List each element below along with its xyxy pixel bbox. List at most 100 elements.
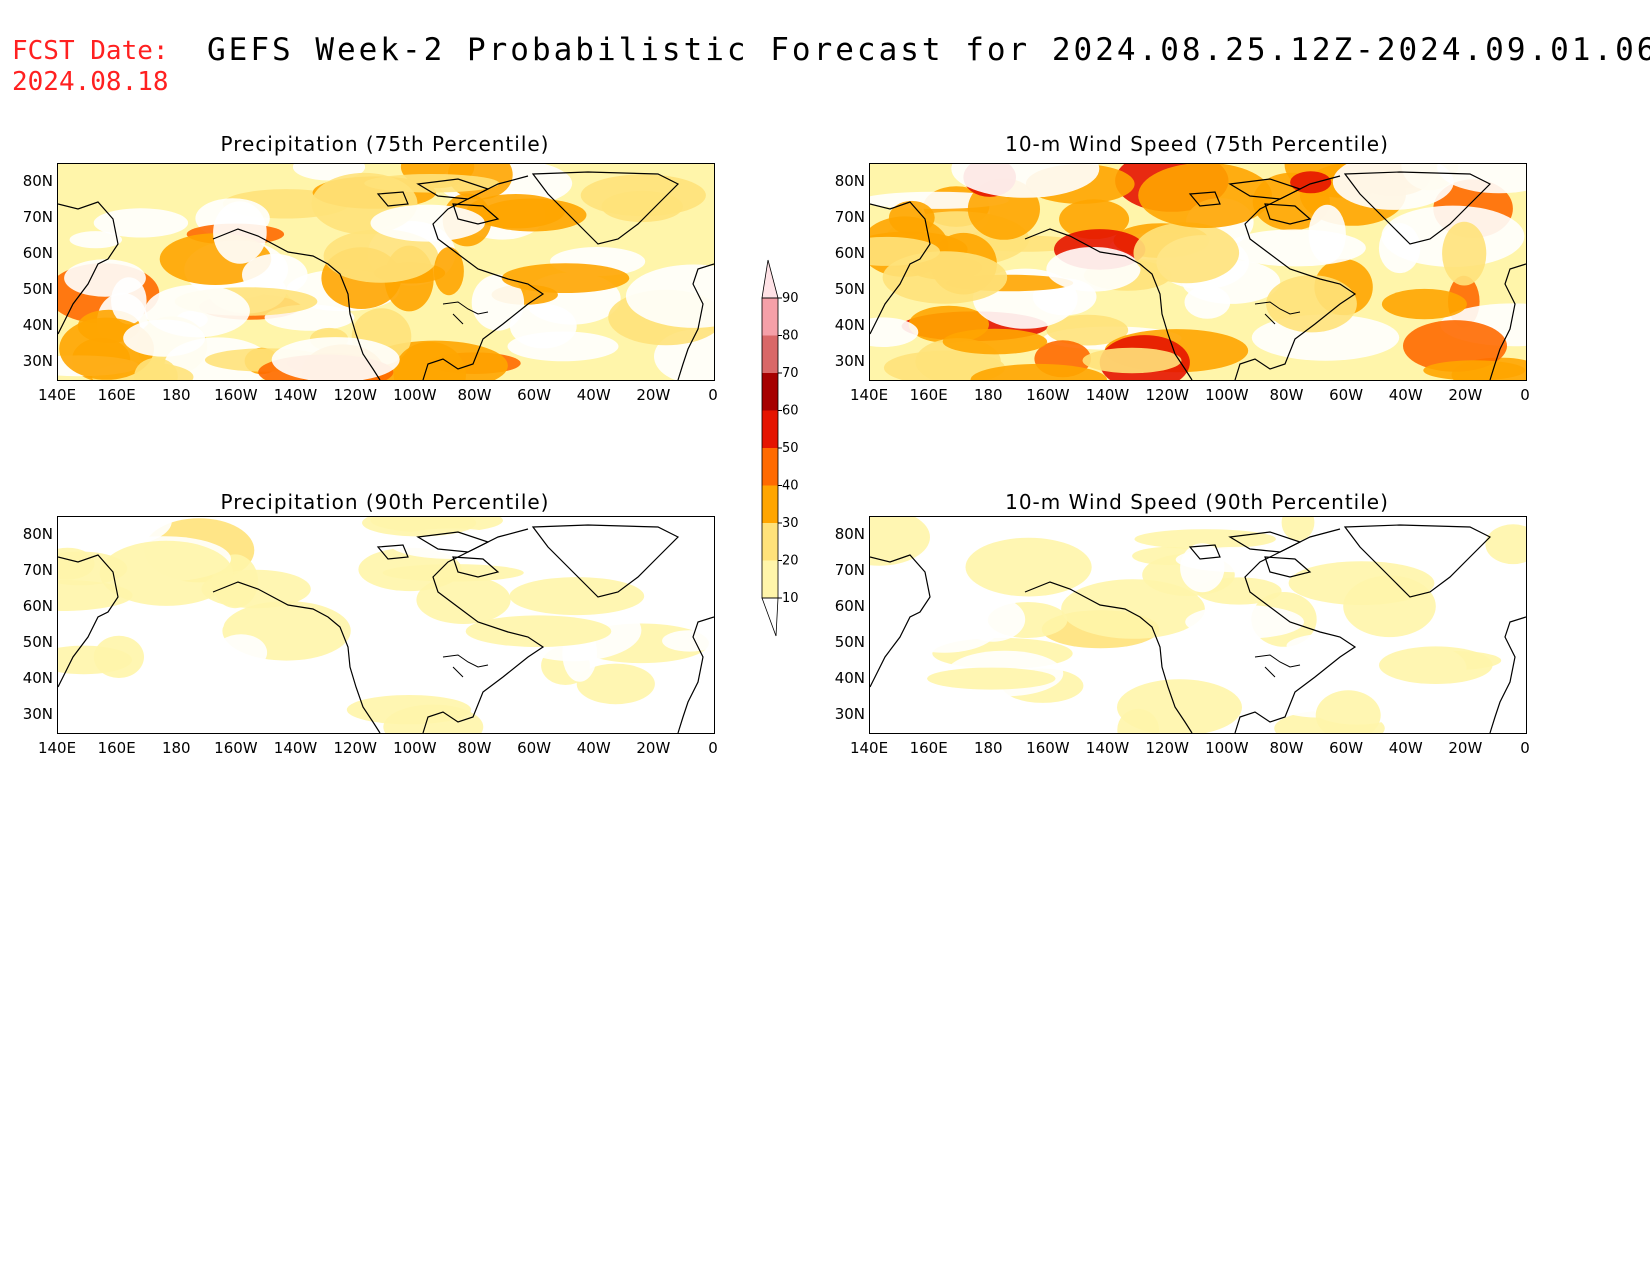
page-title: GEFS Week-2 Probabilistic Forecast for 2…: [207, 32, 1650, 68]
probability-region: [1061, 579, 1205, 639]
lon-label: 160W: [214, 386, 258, 404]
coastline: [416, 531, 490, 553]
colorbar-label: 20: [782, 554, 799, 569]
colorbar: 10 20 30 40 50 60 70 80 90: [760, 258, 820, 638]
panel-title-wind-75: 10-m Wind Speed (75th Percentile): [1005, 132, 1389, 156]
lon-label: 60W: [517, 739, 552, 757]
coastline: [1234, 528, 1357, 733]
forecast-date-label: FCST Date:: [12, 36, 169, 66]
map-precip-75: [57, 163, 715, 381]
probability-region: [870, 236, 940, 266]
probability-region: [465, 615, 612, 647]
coastline: [422, 175, 545, 380]
probability-region: [213, 201, 267, 264]
lon-label: 140E: [37, 739, 77, 757]
probability-region: [1403, 320, 1507, 372]
probability-region: [364, 174, 500, 193]
lat-label: 30N: [22, 705, 53, 723]
great-lakes: [1254, 654, 1301, 678]
lat-label: 40N: [834, 316, 865, 334]
lat-label: 80N: [834, 525, 865, 543]
probability-region: [1482, 580, 1526, 620]
probability-region: [1379, 646, 1493, 684]
coastline: [1264, 203, 1312, 225]
probability-region: [433, 247, 464, 296]
great-lakes: [442, 654, 489, 678]
coastline: [452, 203, 500, 225]
lon-label: 0: [708, 386, 718, 404]
lat-label: 50N: [834, 633, 865, 651]
lon-label: 160W: [1026, 386, 1070, 404]
probability-region: [1059, 199, 1130, 240]
probability-region: [927, 667, 1056, 690]
probability-region: [471, 274, 525, 331]
lat-label: 30N: [834, 705, 865, 723]
probability-region: [965, 537, 1092, 597]
colorbar-label: 90: [782, 291, 799, 306]
colorbar-bin: [762, 485, 778, 523]
probability-region: [601, 190, 683, 223]
probability-region: [1046, 314, 1129, 346]
lon-label: 120W: [333, 386, 377, 404]
coastline: [452, 556, 500, 578]
probability-region: [323, 229, 439, 283]
probability-region: [1224, 229, 1366, 267]
lon-label: 180: [161, 739, 191, 757]
probability-region: [362, 517, 477, 537]
coastline: [1228, 531, 1302, 553]
probability-region: [1184, 285, 1231, 319]
lon-label: 180: [973, 386, 1003, 404]
probability-region: [1117, 679, 1242, 733]
lon-label: 100W: [393, 386, 437, 404]
lat-label: 40N: [22, 316, 53, 334]
lon-label: 160W: [1026, 739, 1070, 757]
probability-region: [250, 517, 354, 538]
lon-label: 140W: [1085, 739, 1130, 757]
probability-region: [1286, 632, 1390, 659]
probability-region: [393, 341, 466, 380]
map-svg: [58, 517, 714, 733]
colorbar-bin: [762, 523, 778, 561]
probability-region: [1281, 517, 1315, 541]
probability-region: [134, 357, 178, 380]
lon-label: 0: [708, 739, 718, 757]
lon-label: 80W: [457, 739, 492, 757]
map-svg: [870, 517, 1526, 733]
coastline: [1264, 556, 1312, 578]
colorbar-label: 40: [782, 479, 799, 494]
probability-region: [370, 204, 485, 242]
probability-region: [1185, 605, 1304, 639]
forecast-date-value: 2024.08.18: [12, 67, 169, 97]
lat-label: 60N: [22, 597, 53, 615]
coastline: [58, 554, 119, 688]
probability-region: [942, 328, 1048, 355]
colorbar-label: 80: [782, 329, 799, 344]
coastline: [1234, 175, 1357, 380]
probability-region: [99, 540, 234, 606]
lat-label: 40N: [834, 669, 865, 687]
probability-region: [870, 517, 930, 566]
probability-region: [870, 317, 919, 347]
coastline: [1343, 171, 1492, 245]
probability-region: [501, 263, 630, 293]
coastline: [1489, 263, 1526, 380]
colorbar-low-triangle: [761, 597, 779, 637]
probability-region: [478, 198, 587, 232]
probability-region: [1437, 164, 1526, 194]
lon-label: 80W: [457, 386, 492, 404]
colorbar-svg: 10 20 30 40 50 60 70 80 90: [761, 259, 799, 637]
colorbar-label: 70: [782, 366, 799, 381]
lon-label: 20W: [1448, 386, 1483, 404]
coastline: [531, 524, 680, 598]
probability-region: [242, 253, 308, 296]
probability-region: [960, 597, 1026, 642]
map-svg: [870, 164, 1526, 380]
coastline: [1024, 228, 1193, 380]
lat-label: 70N: [22, 561, 53, 579]
probability-region: [507, 331, 619, 362]
probability-region: [269, 688, 332, 725]
lon-label: 160E: [909, 739, 948, 757]
lat-label: 30N: [22, 352, 53, 370]
map-svg: [58, 164, 714, 380]
coastline: [1343, 524, 1492, 598]
